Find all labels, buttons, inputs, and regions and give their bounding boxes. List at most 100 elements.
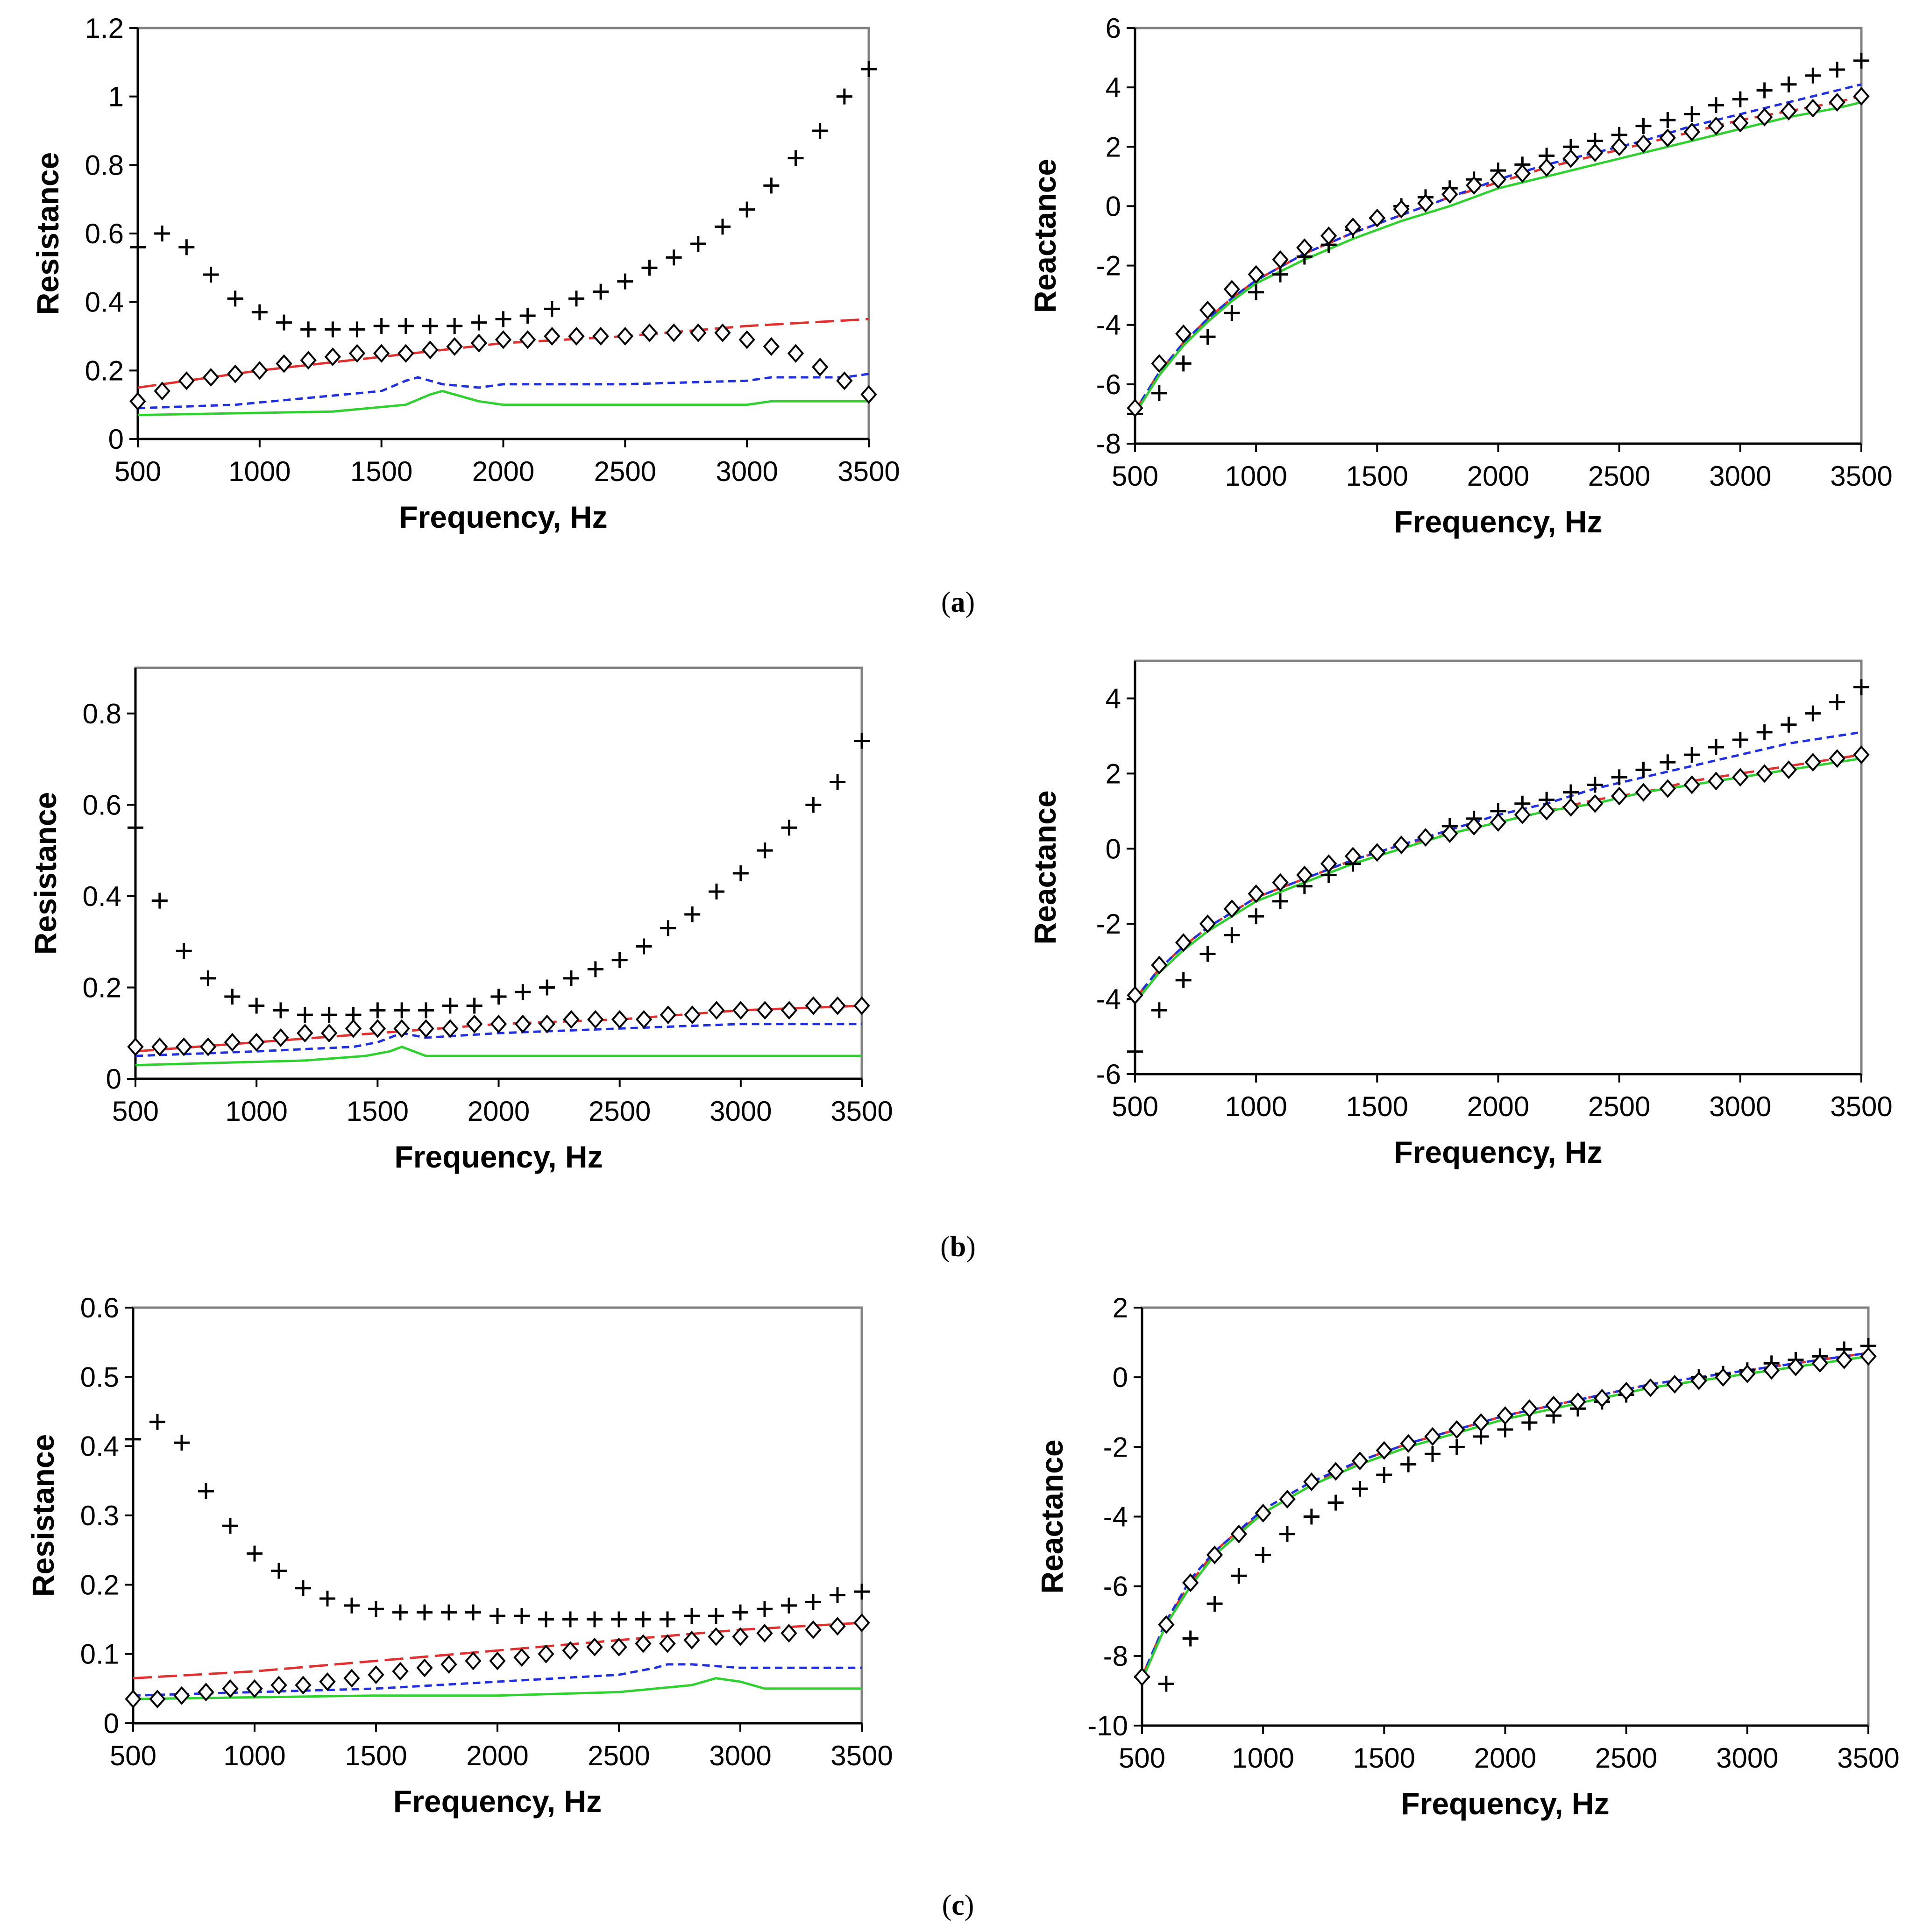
data-point-diamond: [1199, 914, 1216, 934]
data-point-diamond: [1659, 779, 1676, 798]
data-point-diamond: [860, 385, 877, 404]
data-point-diamond: [1158, 1615, 1175, 1634]
data-point-diamond: [1683, 775, 1700, 794]
x-tick-label: 1000: [1232, 1742, 1294, 1774]
y-tick-label: 0.3: [80, 1500, 119, 1531]
data-point-diamond: [324, 347, 341, 367]
data-point-diamond: [756, 1624, 773, 1643]
data-point-diamond: [127, 1037, 144, 1056]
series-model-blue: [133, 1663, 862, 1697]
data-point-plus: [198, 1483, 214, 1500]
data-point-plus: [1248, 284, 1264, 300]
x-tick-label: 500: [1119, 1742, 1165, 1774]
data-point-diamond: [418, 1019, 434, 1038]
data-point-diamond: [1441, 824, 1458, 843]
data-point-diamond: [587, 1010, 604, 1029]
data-point-plus: [1151, 1002, 1167, 1019]
chart-panels: 00.20.40.60.811.2500 1000 1500 2000 2500 3000…: [26, 13, 1900, 1821]
y-tick-label: 0: [1106, 833, 1121, 864]
data-point-plus: [441, 1604, 457, 1621]
data-point-diamond: [1780, 760, 1797, 779]
data-point-diamond: [781, 1624, 797, 1643]
data-point-diamond: [666, 323, 682, 342]
data-point-plus: [1708, 97, 1724, 113]
data-point-diamond: [1732, 113, 1749, 133]
data-point-diamond: [1708, 771, 1724, 791]
x-tick-label: 1500: [1346, 460, 1408, 492]
data-point-plus: [1224, 927, 1240, 943]
data-point-plus: [247, 1545, 263, 1562]
data-point-diamond: [538, 1644, 554, 1663]
data-point-diamond: [175, 1037, 192, 1056]
data-point-plus: [1853, 52, 1869, 69]
data-point-diamond: [635, 1634, 652, 1653]
x-tick-label: 2000: [466, 1740, 528, 1771]
data-point-plus: [271, 1563, 287, 1579]
data-point-diamond: [1732, 768, 1749, 787]
y-tick-label: -10: [1087, 1710, 1128, 1741]
data-point-diamond: [1514, 164, 1531, 183]
series-model-green: [137, 389, 869, 417]
data-point-diamond: [805, 1620, 822, 1639]
series-measured-diamond: [127, 996, 870, 1056]
data-point-diamond: [151, 1037, 168, 1056]
x-tick-label: 3500: [837, 456, 900, 487]
data-point-diamond: [1594, 1388, 1611, 1408]
data-point-plus: [442, 998, 458, 1014]
data-point-plus: [471, 314, 487, 331]
data-point-plus: [1151, 385, 1167, 401]
x-tick-label: 1500: [347, 1096, 409, 1127]
data-point-plus: [684, 906, 701, 922]
data-point-diamond: [1400, 1434, 1417, 1453]
data-point-diamond: [343, 1669, 360, 1688]
data-point-diamond: [829, 1617, 846, 1636]
data-point-diamond: [1666, 1375, 1683, 1394]
caption-c: (c): [942, 1890, 974, 1921]
data-point-diamond: [465, 1651, 482, 1670]
data-point-plus: [490, 1608, 505, 1624]
data-point-diamond: [295, 1676, 312, 1695]
data-point-diamond: [173, 1686, 190, 1705]
data-point-plus: [418, 1002, 434, 1019]
data-point-plus: [1272, 893, 1288, 909]
y-tick-label: -6: [1096, 1059, 1121, 1090]
data-point-diamond: [562, 1641, 579, 1660]
data-point-diamond: [1344, 217, 1362, 236]
y-tick-label: 2: [1106, 758, 1121, 789]
data-point-diamond: [1829, 749, 1845, 768]
series-measured-diamond: [1134, 1347, 1877, 1686]
data-point-plus: [1400, 1456, 1417, 1472]
data-point-plus: [321, 1007, 337, 1023]
x-tick-label: 2500: [1588, 1091, 1650, 1122]
series-line: [133, 1663, 862, 1697]
data-point-diamond: [635, 1010, 653, 1029]
x-tick-label: 1000: [225, 1096, 287, 1127]
series-measured-plus: [128, 733, 870, 1023]
x-tick-label: 3000: [710, 1096, 772, 1127]
data-point-diamond: [1490, 813, 1507, 832]
data-point-diamond: [708, 1627, 724, 1646]
data-point-diamond: [442, 1019, 459, 1038]
y-tick-label: 0: [108, 424, 124, 455]
series-model-green: [133, 1677, 862, 1700]
data-point-plus: [369, 1002, 386, 1019]
data-point-diamond: [1521, 1399, 1538, 1418]
data-point-plus: [349, 321, 365, 338]
data-point-plus: [154, 226, 170, 241]
data-point-diamond: [373, 344, 390, 363]
data-point-diamond: [297, 1024, 313, 1043]
data-point-diamond: [1860, 1347, 1877, 1366]
data-point-diamond: [659, 1634, 676, 1653]
data-point-plus: [1684, 747, 1700, 763]
data-point-diamond: [1151, 354, 1168, 373]
caption-close-paren: ): [965, 1890, 974, 1921]
x-tick-label: 3500: [830, 1096, 893, 1127]
data-point-diamond: [393, 1019, 410, 1038]
x-tick-label: 500: [114, 456, 161, 487]
data-point-diamond: [1248, 265, 1264, 284]
data-point-diamond: [348, 344, 366, 363]
data-point-diamond: [202, 368, 220, 387]
data-point-plus: [495, 311, 511, 327]
y-tick-label: 0: [1113, 1362, 1128, 1393]
